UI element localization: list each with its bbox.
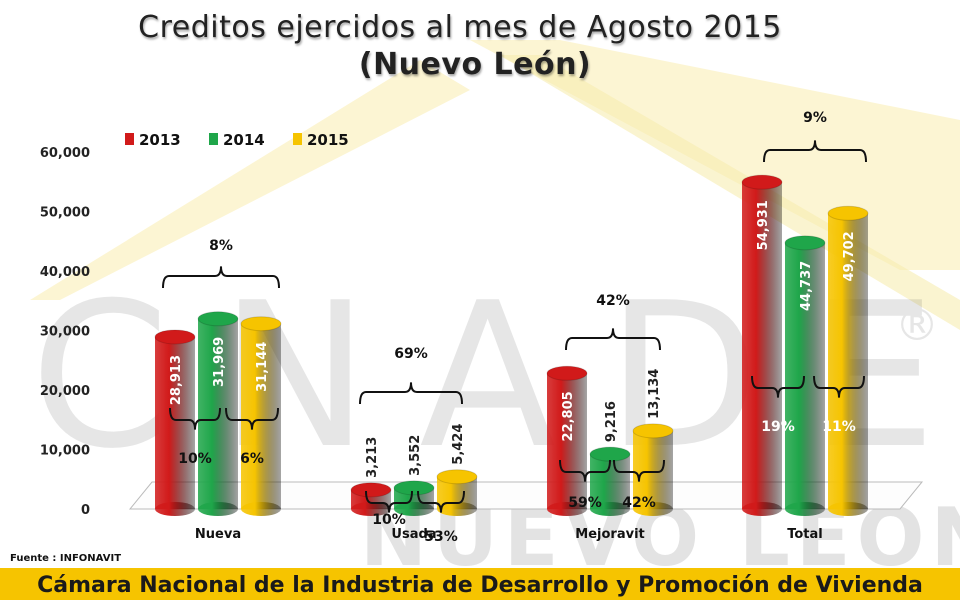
bar-value-label: 22,805 (561, 391, 576, 441)
bar (784, 235, 826, 516)
bar (393, 480, 435, 516)
brace (417, 490, 465, 513)
growth-label: 8% (209, 238, 233, 254)
growth-label: 19% (761, 419, 795, 435)
growth-label: 10% (178, 451, 212, 467)
growth-annotation: 53% (417, 490, 465, 545)
bar (197, 311, 239, 516)
chart-title: Creditos ejercidos al mes de Agosto 2015… (0, 10, 960, 82)
brace (359, 382, 463, 405)
growth-label: 53% (424, 529, 458, 545)
legend-swatch (125, 133, 134, 145)
y-axis: 0 10,000 20,000 30,000 40,000 50,000 60,000 (40, 146, 90, 518)
bar (436, 469, 478, 516)
growth-annotation: 42% (565, 293, 661, 351)
y-tick-label: 50,000 (40, 206, 90, 221)
x-tick-label: Total (787, 527, 823, 542)
bar (350, 482, 392, 516)
growth-annotation: 10% (365, 490, 413, 528)
legend-item: 2014 (209, 131, 265, 149)
bar-value-label: 49,702 (842, 231, 857, 281)
growth-annotation: 42% (613, 459, 665, 511)
bar-value-label: 31,144 (255, 342, 270, 392)
growth-annotation: 69% (359, 346, 463, 405)
bar (741, 174, 783, 516)
growth-annotation: 9% (763, 110, 867, 163)
legend-item: 2013 (125, 131, 181, 149)
x-tick-label: Usada (391, 527, 436, 542)
bar-value-label: 54,931 (756, 200, 771, 250)
bar-value-label: 44,737 (799, 261, 814, 311)
bar (546, 365, 588, 516)
growth-label: 59% (568, 495, 602, 511)
y-tick-label: 20,000 (40, 384, 90, 399)
bar-value-label: 31,969 (212, 337, 227, 387)
growth-label: 42% (596, 293, 630, 309)
growth-label: 69% (394, 346, 428, 362)
growth-annotation: 11% (813, 375, 865, 435)
y-tick-label: 10,000 (40, 444, 90, 459)
source-note: Fuente : INFONAVIT (10, 553, 122, 564)
brace (751, 375, 805, 398)
bar (827, 205, 869, 516)
brace (813, 375, 865, 398)
page-subtitle: (Nuevo León) (358, 47, 592, 82)
brace (162, 266, 280, 289)
bar-value-label: 13,134 (647, 369, 662, 419)
brace (365, 490, 413, 513)
legend-item: 2015 (293, 131, 349, 149)
growth-label: 10% (372, 512, 406, 528)
growth-label: 6% (240, 451, 264, 467)
brace (169, 407, 221, 430)
bar-value-labels: 28,913 31,969 31,144 3,213 3,552 5,424 22,805 9… (169, 200, 857, 478)
page-title: Creditos ejercidos al mes de Agosto 2015 (138, 10, 782, 45)
bar-value-label: 28,913 (169, 355, 184, 405)
growth-label: 9% (803, 110, 827, 126)
bars (154, 174, 869, 516)
watermark-mark: ® (895, 300, 939, 351)
x-tick-label: Nueva (195, 527, 241, 542)
brace (225, 407, 279, 430)
y-tick-label: 40,000 (40, 265, 90, 280)
bar (240, 316, 282, 516)
bar-value-label: 9,216 (604, 401, 619, 442)
legend: 2013 2014 2015 (125, 131, 349, 149)
y-tick-label: 0 (81, 503, 90, 518)
growth-annotation: 59% (559, 459, 611, 511)
bar (632, 423, 674, 516)
x-axis: Nueva Usada Mejoravit Total (195, 527, 823, 542)
legend-swatch (209, 133, 218, 145)
bar (154, 329, 196, 516)
growth-annotation: 10% (169, 407, 221, 467)
legend-swatch (293, 133, 302, 145)
bar (589, 446, 631, 516)
bar-value-label: 3,213 (365, 437, 380, 478)
growth-annotations: 8% 10% 6% 69% 10% 53% 42% 59% 42% 9% 19% 11% (162, 110, 867, 545)
legend-label: 2013 (139, 131, 181, 149)
growth-label: 11% (822, 419, 856, 435)
x-tick-label: Mejoravit (575, 527, 644, 542)
brace (763, 140, 867, 163)
y-tick-label: 30,000 (40, 325, 90, 340)
brace (559, 459, 611, 482)
y-tick-label: 60,000 (40, 146, 90, 161)
growth-annotation: 8% (162, 238, 280, 289)
legend-label: 2015 (307, 131, 349, 149)
growth-annotation: 6% (225, 407, 279, 467)
legend-label: 2014 (223, 131, 265, 149)
brace (613, 459, 665, 482)
growth-label: 42% (622, 495, 656, 511)
bar-value-label: 3,552 (408, 435, 423, 476)
growth-annotation: 19% (751, 375, 805, 435)
brace (565, 328, 661, 351)
footer-banner: Cámara Nacional de la Industria de Desar… (0, 568, 960, 600)
bar-value-label: 5,424 (451, 424, 466, 465)
